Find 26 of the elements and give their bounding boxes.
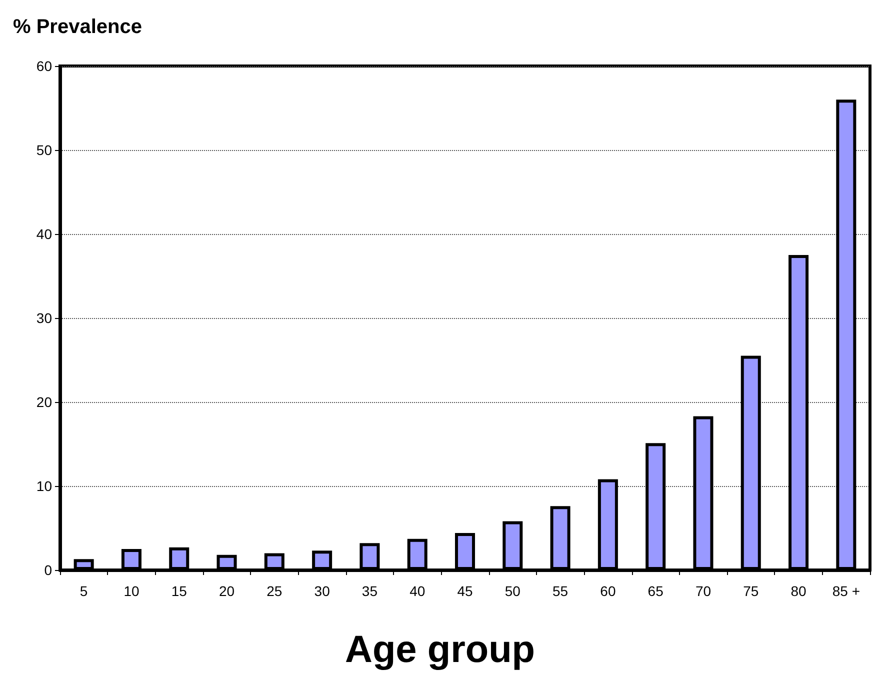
y-tick-label: 10 [36, 478, 52, 494]
x-tick-label: 85 + [832, 583, 860, 599]
x-tick-label: 55 [552, 583, 568, 599]
y-tick-label: 50 [36, 142, 52, 158]
y-tick-label: 30 [36, 310, 52, 326]
x-tick-label: 80 [790, 583, 807, 599]
y-tick-label: 20 [36, 394, 52, 410]
x-tick-label: 75 [743, 583, 759, 599]
x-tick-label: 40 [410, 583, 426, 599]
x-tick-label: 10 [124, 583, 140, 599]
x-tick-label: 30 [314, 583, 330, 599]
y-tick-label: 40 [36, 226, 52, 242]
x-tick-label: 45 [457, 583, 473, 599]
y-tick-label: 60 [36, 58, 52, 74]
x-tick-label: 5 [80, 583, 88, 599]
x-tick-label: 15 [171, 583, 188, 599]
x-tick-label: 25 [266, 583, 282, 599]
x-axis-title: Age group [345, 629, 535, 671]
x-tick-label: 35 [362, 583, 378, 599]
x-tick-label: 50 [504, 583, 521, 599]
y-tick-label: 0 [44, 562, 52, 578]
x-tick-label: 70 [695, 583, 712, 599]
x-tick-label: 60 [600, 583, 616, 599]
y-axis-title: % Prevalence [13, 16, 142, 38]
x-tick-label: 20 [218, 583, 235, 599]
x-tick-label: 65 [648, 583, 664, 599]
